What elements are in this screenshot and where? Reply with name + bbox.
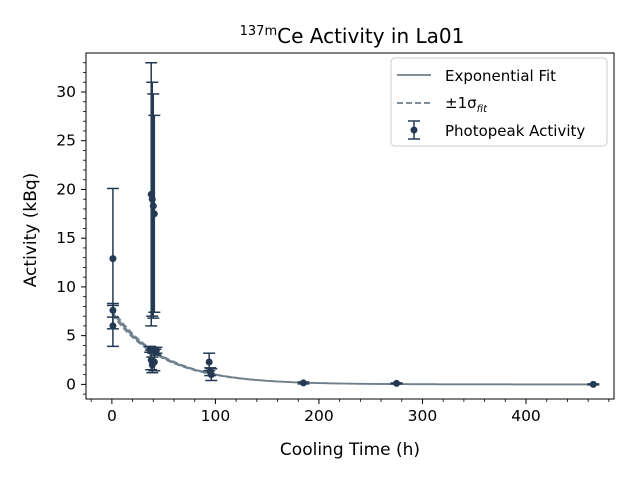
legend-marker <box>410 126 418 134</box>
x-tick-label: 100 <box>201 407 231 425</box>
data-point-16 <box>205 368 218 382</box>
y-tick-label: 5 <box>66 327 76 345</box>
fit-sigma-lower <box>111 313 599 386</box>
legend-label-points: Photopeak Activity <box>445 122 585 140</box>
title-main: Ce Activity in La01 <box>277 24 464 48</box>
y-tick-label: 20 <box>56 180 76 198</box>
legend-label-fit: Exponential Fit <box>445 67 556 85</box>
data-marker <box>589 380 597 388</box>
y-tick-label: 15 <box>56 229 76 247</box>
data-point-5 <box>145 61 158 327</box>
fit-sigma-upper <box>111 307 599 386</box>
data-marker <box>150 210 158 218</box>
x-tick-label: 300 <box>408 407 438 425</box>
data-marker <box>152 346 160 354</box>
data-point-19 <box>587 380 600 388</box>
data-point-11 <box>148 114 161 314</box>
y-tick-label: 0 <box>66 375 76 393</box>
legend-sigma-main: ±1σ <box>445 94 477 112</box>
y-tick-label: 25 <box>56 132 76 150</box>
legend: Exponential Fit ±1σfit Photopeak Activit… <box>390 57 608 147</box>
data-point-2 <box>106 304 119 348</box>
plot-frame <box>85 52 615 400</box>
y-tick-label: 30 <box>56 83 76 101</box>
legend-label-sigma: ±1σfit <box>445 94 488 115</box>
plot-area: 0 100 200 300 400 0 5 10 15 20 25 30 <box>56 52 615 425</box>
data-point-18 <box>390 379 403 387</box>
data-point-9 <box>147 93 160 319</box>
x-tick-label: 200 <box>304 407 334 425</box>
data-marker <box>109 255 117 263</box>
data-marker <box>109 322 117 330</box>
x-tick-label: 0 <box>107 407 117 425</box>
x-tick-label: 400 <box>511 407 541 425</box>
data-marker <box>299 379 307 387</box>
data-marker <box>207 371 215 379</box>
data-point-17 <box>297 379 310 387</box>
fit-curve <box>111 310 599 386</box>
data-point-13 <box>150 346 163 354</box>
legend-frame <box>390 57 608 147</box>
data-marker <box>149 202 157 210</box>
chart-title: 137mCe Activity in La01 <box>240 24 465 48</box>
y-tick-label: 10 <box>56 278 76 296</box>
y-axis-label: Activity (kBq) <box>21 173 41 288</box>
data-marker <box>150 358 158 366</box>
data-marker <box>205 358 213 366</box>
data-point-7 <box>146 81 159 317</box>
legend-sigma-sub: fit <box>477 104 488 115</box>
title-superscript: 137m <box>240 24 277 39</box>
data-marker <box>393 379 401 387</box>
x-axis-label: Cooling Time (h) <box>280 440 420 460</box>
